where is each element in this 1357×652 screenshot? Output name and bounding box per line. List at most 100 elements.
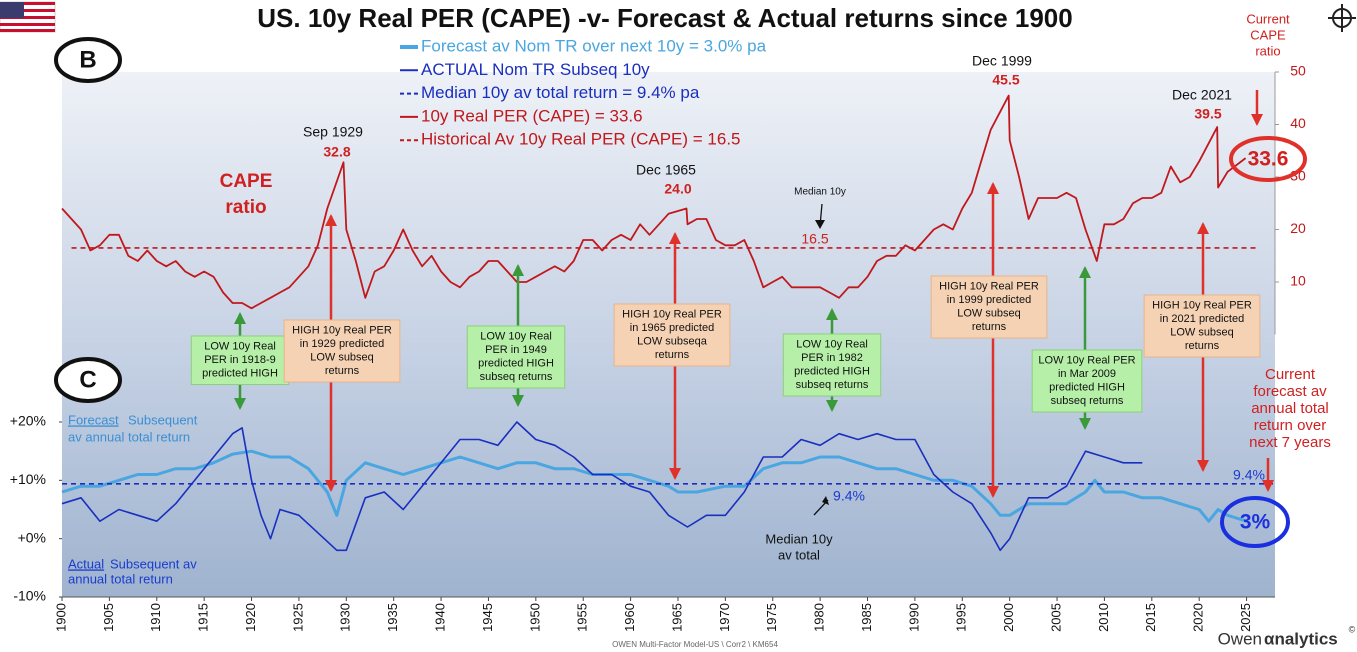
annotation-box bbox=[1031, 349, 1143, 413]
series-line bbox=[61, 449, 1248, 523]
annotation-text: subseq returns bbox=[1051, 395, 1124, 407]
annotation-text: av annual total return bbox=[68, 429, 190, 444]
x-tick-label: 1950 bbox=[527, 603, 542, 632]
annotation-text: returns bbox=[325, 365, 360, 377]
arrow-head bbox=[512, 395, 524, 407]
annotation-text: returns bbox=[655, 349, 690, 361]
legend-label: Historical Av 10y Real PER (CAPE) = 16.5 bbox=[421, 130, 741, 149]
annotation-text: Sep 1929 bbox=[303, 124, 363, 140]
annotation-text: 9.4% bbox=[833, 488, 865, 504]
annotation-text: LOW subseq bbox=[1170, 327, 1234, 339]
flag bbox=[0, 1, 56, 33]
arrow-head bbox=[669, 232, 681, 244]
arrow-head bbox=[826, 308, 838, 320]
crosshair-icon bbox=[1328, 4, 1356, 32]
annotation-text: © bbox=[1349, 624, 1356, 634]
arrow bbox=[1251, 90, 1263, 126]
annotation-text: Dec 1999 bbox=[972, 53, 1032, 69]
annotation-text: PER in 1918-9 bbox=[204, 354, 276, 366]
annotation-text: HIGH 10y Real PER bbox=[622, 309, 722, 321]
annotation-box bbox=[466, 325, 566, 389]
annotation-text: in 1929 predicted bbox=[300, 338, 384, 350]
y-tick-label: +0% bbox=[18, 529, 46, 545]
annotation-box bbox=[190, 335, 290, 385]
arrow-head bbox=[1197, 460, 1209, 472]
y-tick-label: -10% bbox=[13, 588, 46, 604]
annotation-text: αnalytics bbox=[1264, 629, 1338, 648]
annotation-text: Median 10y bbox=[794, 187, 846, 198]
annotation-text: Dec 1965 bbox=[636, 162, 696, 178]
annotation-text: C bbox=[79, 366, 96, 393]
annotation-text: 16.5 bbox=[801, 231, 828, 247]
annotation-text: PER in 1949 bbox=[485, 344, 547, 356]
x-tick-label: 1905 bbox=[101, 603, 116, 632]
annotation-text: return over bbox=[1254, 417, 1327, 434]
annotation-text: LOW 10y Real PER bbox=[1038, 355, 1135, 367]
arrow-head bbox=[987, 182, 999, 194]
arrow bbox=[1262, 458, 1274, 492]
arrow-head bbox=[815, 220, 825, 229]
annotation-text: B bbox=[79, 46, 96, 73]
x-tick-label: 1995 bbox=[954, 603, 969, 632]
arrow-head bbox=[822, 496, 829, 505]
annotation-text: av total bbox=[778, 547, 820, 562]
arrow bbox=[987, 182, 999, 498]
x-tick-label: 1925 bbox=[290, 603, 305, 632]
annotation-text: Current bbox=[1246, 11, 1290, 26]
annotation-text: LOW 10y Real bbox=[796, 339, 868, 351]
x-tick-label: 1935 bbox=[385, 603, 400, 632]
annotation-box bbox=[613, 303, 731, 367]
annotation-text: 24.0 bbox=[664, 181, 691, 197]
annotation-text: Median 10y bbox=[765, 531, 833, 546]
y2-tick-label: 20 bbox=[1290, 220, 1306, 236]
annotation-text: in 1999 predicted bbox=[947, 294, 1031, 306]
annotation-text: CAPE bbox=[1250, 27, 1286, 42]
arrow-head bbox=[1079, 266, 1091, 278]
x-tick-label: 1990 bbox=[906, 603, 921, 632]
legend-label: 10y Real PER (CAPE) = 33.6 bbox=[421, 106, 643, 125]
annotation-text: LOW subseq bbox=[957, 308, 1021, 320]
annotation-text: HIGH 10y Real PER bbox=[292, 325, 392, 337]
annotation-text: 3% bbox=[1240, 511, 1271, 534]
series-line bbox=[61, 94, 1247, 310]
annotation-text: annual total bbox=[1251, 400, 1329, 417]
annotation-box bbox=[1143, 294, 1261, 358]
annotation-text: Owen bbox=[1218, 629, 1262, 648]
arrow-head bbox=[325, 214, 337, 226]
arrow-head bbox=[325, 480, 337, 492]
annotation-text: Current bbox=[1265, 366, 1316, 383]
x-tick-label: 1985 bbox=[859, 603, 874, 632]
annotation-text: in Mar 2009 bbox=[1058, 368, 1116, 380]
annotation-text: next 7 years bbox=[1249, 434, 1331, 451]
x-tick-label: 1980 bbox=[812, 603, 827, 632]
y-tick-label: +20% bbox=[10, 413, 46, 429]
arrow-head bbox=[512, 264, 524, 276]
annotation-text: HIGH 10y Real PER bbox=[1152, 300, 1252, 312]
annotation-text: 45.5 bbox=[992, 72, 1019, 88]
annotation-text: 32.8 bbox=[323, 144, 350, 160]
annotation-text: LOW subseq bbox=[310, 352, 374, 364]
x-tick-label: 1915 bbox=[196, 603, 211, 632]
circle-marker bbox=[1229, 136, 1307, 182]
arrow-head bbox=[234, 398, 246, 410]
annotation-text: HIGH 10y Real PER bbox=[939, 281, 1039, 293]
circle-marker bbox=[54, 357, 122, 403]
annotation-box bbox=[930, 275, 1048, 339]
annotation-text: subseq returns bbox=[796, 379, 869, 391]
chart-title: US. 10y Real PER (CAPE) -v- Forecast & A… bbox=[257, 3, 1072, 33]
annotation-text: predicted HIGH bbox=[478, 358, 554, 370]
annotation-text: Actual bbox=[68, 556, 104, 571]
annotation-text: ratio bbox=[1255, 43, 1280, 58]
annotation-text: annual total return bbox=[68, 571, 173, 586]
annotation-text: predicted HIGH bbox=[794, 366, 870, 378]
x-tick-label: 2020 bbox=[1191, 603, 1206, 632]
arrow-head bbox=[1197, 222, 1209, 234]
annotation-text: 33.6 bbox=[1248, 148, 1289, 171]
arrow-head bbox=[826, 400, 838, 412]
x-tick-label: 1970 bbox=[717, 603, 732, 632]
annotation-text: ratio bbox=[225, 197, 266, 218]
circle-marker bbox=[54, 37, 122, 83]
x-tick-label: 1940 bbox=[433, 603, 448, 632]
annotation-text: in 2021 predicted bbox=[1160, 313, 1244, 325]
